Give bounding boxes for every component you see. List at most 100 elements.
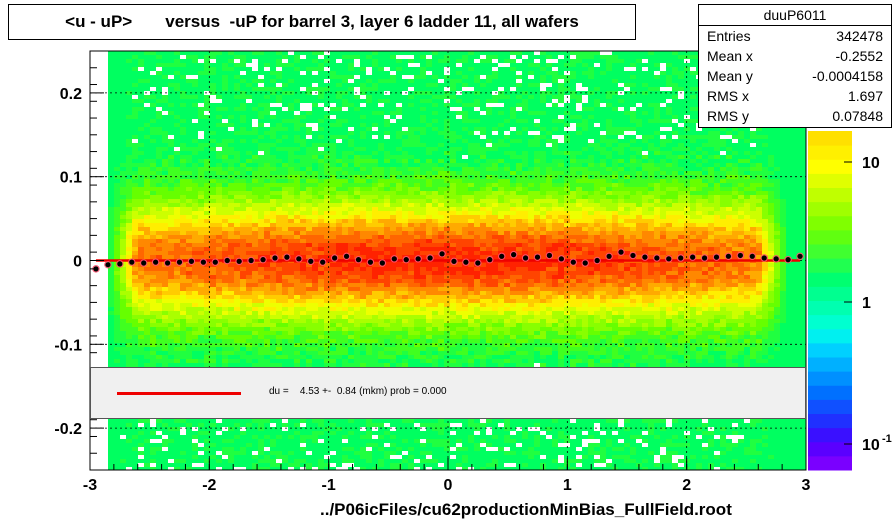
heatmap-cell bbox=[120, 79, 126, 83]
heatmap-cell bbox=[528, 111, 534, 115]
heatmap-cell bbox=[516, 119, 522, 123]
heatmap-cell bbox=[552, 87, 558, 91]
heatmap-cell bbox=[156, 55, 162, 59]
heatmap-cell bbox=[288, 155, 294, 159]
heatmap-cell bbox=[636, 59, 642, 63]
heatmap-cell bbox=[132, 123, 138, 127]
heatmap-cell bbox=[306, 87, 312, 91]
heatmap-cell bbox=[642, 95, 648, 99]
heatmap-cell bbox=[678, 111, 684, 115]
heatmap-cell bbox=[678, 103, 684, 107]
heatmap-cell bbox=[756, 143, 762, 147]
heatmap-cell bbox=[234, 179, 240, 183]
heatmap-cell bbox=[690, 175, 696, 179]
heatmap-cell bbox=[690, 95, 696, 99]
heatmap-cell bbox=[396, 179, 402, 183]
heatmap-cell bbox=[222, 171, 228, 175]
heatmap-cell bbox=[372, 95, 378, 99]
heatmap-cell bbox=[276, 111, 282, 115]
heatmap-cell bbox=[624, 139, 630, 143]
heatmap-cell bbox=[270, 191, 276, 195]
heatmap-cell bbox=[438, 99, 444, 103]
heatmap-cell bbox=[696, 215, 702, 219]
heatmap-cell bbox=[720, 163, 726, 167]
heatmap-cell bbox=[234, 115, 240, 119]
heatmap-cell bbox=[372, 167, 378, 171]
heatmap-cell bbox=[546, 151, 552, 155]
heatmap-cell bbox=[336, 111, 342, 115]
heatmap-cell bbox=[630, 215, 636, 219]
heatmap-cell bbox=[120, 59, 126, 63]
heatmap-cell bbox=[168, 223, 174, 227]
heatmap-cell bbox=[750, 215, 756, 219]
heatmap-cell bbox=[762, 155, 768, 159]
heatmap-cell bbox=[222, 219, 228, 223]
heatmap-cell bbox=[138, 143, 144, 147]
heatmap-cell bbox=[684, 83, 690, 87]
heatmap-cell bbox=[114, 199, 120, 203]
heatmap-cell bbox=[180, 147, 186, 151]
heatmap-cell bbox=[672, 223, 678, 227]
heatmap-cell bbox=[534, 123, 540, 127]
heatmap-cell bbox=[606, 115, 612, 119]
heatmap-cell bbox=[342, 159, 348, 163]
heatmap-cell bbox=[204, 119, 210, 123]
heatmap-cell bbox=[234, 87, 240, 91]
heatmap-cell bbox=[342, 55, 348, 59]
heatmap-cell bbox=[234, 147, 240, 151]
heatmap-cell bbox=[690, 119, 696, 123]
heatmap-cell bbox=[414, 179, 420, 183]
heatmap-cell bbox=[396, 107, 402, 111]
heatmap-cell bbox=[354, 115, 360, 119]
heatmap-cell bbox=[384, 207, 390, 211]
heatmap-cell bbox=[300, 127, 306, 131]
heatmap-cell bbox=[402, 123, 408, 127]
heatmap-cell bbox=[528, 159, 534, 163]
heatmap-cell bbox=[414, 111, 420, 115]
heatmap-cell bbox=[450, 111, 456, 115]
heatmap-cell bbox=[372, 211, 378, 215]
heatmap-cell bbox=[228, 171, 234, 175]
heatmap-cell bbox=[348, 151, 354, 155]
heatmap-cell bbox=[276, 191, 282, 195]
heatmap-cell bbox=[576, 227, 582, 231]
heatmap-cell bbox=[204, 79, 210, 83]
heatmap-cell bbox=[618, 79, 624, 83]
heatmap-cell bbox=[672, 151, 678, 155]
heatmap-cell bbox=[492, 223, 498, 227]
heatmap-cell bbox=[528, 167, 534, 171]
heatmap-cell bbox=[294, 191, 300, 195]
heatmap-cell bbox=[804, 187, 806, 191]
heatmap-cell bbox=[498, 227, 504, 231]
heatmap-cell bbox=[576, 79, 582, 83]
heatmap-cell bbox=[150, 171, 156, 175]
heatmap-cell bbox=[462, 79, 468, 83]
heatmap-cell bbox=[378, 51, 384, 55]
heatmap-cell bbox=[774, 127, 780, 131]
heatmap-cell bbox=[432, 51, 438, 55]
heatmap-cell bbox=[168, 211, 174, 215]
heatmap-cell bbox=[342, 171, 348, 175]
heatmap-cell bbox=[636, 203, 642, 207]
heatmap-cell bbox=[390, 163, 396, 167]
heatmap-cell bbox=[570, 219, 576, 223]
heatmap-cell bbox=[270, 59, 276, 63]
heatmap-cell bbox=[228, 79, 234, 83]
heatmap-cell bbox=[234, 187, 240, 191]
heatmap-cell bbox=[198, 203, 204, 207]
heatmap-cell bbox=[354, 103, 360, 107]
heatmap-cell bbox=[444, 227, 450, 231]
heatmap-cell bbox=[300, 95, 306, 99]
heatmap-cell bbox=[726, 203, 732, 207]
heatmap-cell bbox=[198, 55, 204, 59]
heatmap-cell bbox=[312, 215, 318, 219]
heatmap-cell bbox=[636, 147, 642, 151]
heatmap-cell bbox=[708, 203, 714, 207]
heatmap-cell bbox=[420, 83, 426, 87]
heatmap-cell bbox=[168, 183, 174, 187]
heatmap-cell bbox=[696, 199, 702, 203]
heatmap-cell bbox=[492, 79, 498, 83]
heatmap-cell bbox=[534, 135, 540, 139]
heatmap-cell bbox=[150, 83, 156, 87]
heatmap-cell bbox=[612, 51, 618, 55]
